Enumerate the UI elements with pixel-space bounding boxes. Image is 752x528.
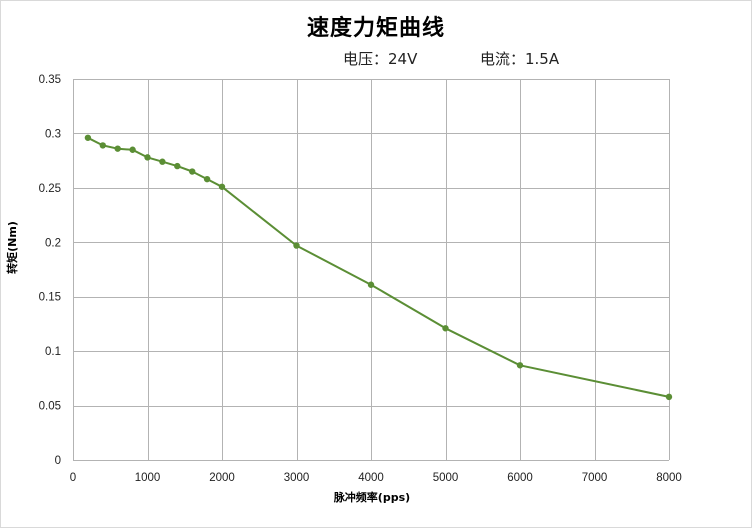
data-point: [203, 175, 211, 183]
y-tick-label: 0.1: [45, 346, 61, 358]
data-point: [293, 242, 300, 249]
x-tick-label: 4000: [358, 472, 384, 484]
chart-title: 速度力矩曲线: [306, 16, 445, 41]
y-tick-label: 0.3: [45, 128, 61, 140]
x-tick-label: 0: [70, 472, 76, 484]
data-point: [144, 154, 151, 161]
series-group: [84, 134, 673, 401]
y-tick-label: 0.25: [39, 183, 61, 195]
x-tick-label: 8000: [656, 472, 682, 484]
x-tick-labels: 0 1000 2000 3000 4000 5000 6000 7000 8000: [70, 472, 682, 484]
data-point: [114, 145, 121, 152]
y-tick-labels: 0 0.05 0.1 0.15 0.2 0.25 0.3 0.35: [39, 74, 61, 467]
grid-lines: [73, 79, 670, 461]
y-tick-label: 0.05: [39, 401, 61, 413]
voltage-label: 电压：24V: [343, 50, 418, 68]
data-point: [84, 134, 92, 141]
data-point: [442, 325, 449, 332]
x-tick-label: 5000: [433, 472, 459, 484]
y-tick-label: 0.2: [45, 237, 61, 249]
series-line: [87, 136, 670, 398]
data-point: [189, 168, 196, 175]
x-tick-label: 1000: [135, 472, 161, 484]
x-tick-label: 3000: [284, 472, 310, 484]
x-tick-label: 2000: [209, 472, 235, 484]
data-point: [174, 162, 181, 170]
current-label: 电流：1.5A: [480, 50, 560, 68]
data-point: [665, 393, 673, 401]
x-axis-label: 脉冲频率(pps): [333, 490, 410, 504]
y-tick-label: 0: [55, 455, 61, 467]
data-point: [129, 146, 136, 153]
x-tick-label: 7000: [582, 472, 608, 484]
data-point: [99, 142, 107, 149]
y-axis-label: 转矩(Nm): [5, 221, 19, 274]
data-point: [516, 362, 524, 369]
x-tick-label: 6000: [507, 472, 533, 484]
data-point: [218, 183, 226, 190]
y-tick-label: 0.35: [39, 74, 61, 86]
data-point: [367, 281, 375, 288]
y-tick-label: 0.15: [39, 292, 61, 304]
data-point: [159, 158, 166, 165]
